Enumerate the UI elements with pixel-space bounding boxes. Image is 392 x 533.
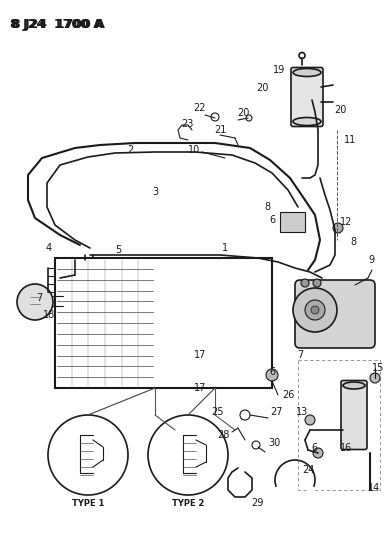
Text: 8 J24  1700 A: 8 J24 1700 A	[12, 18, 105, 31]
Text: 11: 11	[344, 135, 356, 145]
Text: 4: 4	[46, 243, 52, 253]
Text: 30: 30	[268, 438, 280, 448]
Circle shape	[305, 415, 315, 425]
Circle shape	[313, 448, 323, 458]
Text: 15: 15	[372, 363, 385, 373]
Text: 1: 1	[222, 243, 228, 253]
Text: 18: 18	[43, 310, 55, 320]
Text: 2: 2	[127, 145, 133, 155]
Text: 20: 20	[237, 108, 249, 118]
Text: 10: 10	[188, 145, 200, 155]
Text: 22: 22	[194, 103, 206, 113]
Text: 19: 19	[273, 65, 285, 75]
Circle shape	[301, 279, 309, 287]
FancyBboxPatch shape	[341, 381, 367, 449]
Text: 12: 12	[340, 217, 352, 227]
Circle shape	[17, 284, 53, 320]
Text: 6: 6	[269, 215, 275, 225]
Text: 21: 21	[214, 125, 226, 135]
Circle shape	[266, 369, 278, 381]
Circle shape	[311, 306, 319, 314]
Text: 20: 20	[334, 105, 346, 115]
Ellipse shape	[293, 69, 321, 77]
Bar	[298, 360, 380, 490]
Circle shape	[313, 279, 321, 287]
Text: 17: 17	[194, 383, 206, 393]
Circle shape	[370, 373, 380, 383]
Text: 25: 25	[212, 407, 224, 417]
Bar	[280, 212, 305, 232]
Ellipse shape	[293, 117, 321, 125]
Text: 29: 29	[251, 498, 263, 508]
FancyBboxPatch shape	[291, 68, 323, 126]
Text: 9: 9	[368, 255, 374, 265]
Text: 3: 3	[152, 187, 158, 197]
Text: TYPE 2: TYPE 2	[172, 499, 204, 508]
Circle shape	[293, 288, 337, 332]
Text: 17: 17	[194, 350, 206, 360]
Text: 5: 5	[115, 245, 121, 255]
Text: 24: 24	[302, 465, 314, 475]
Circle shape	[333, 223, 343, 233]
Text: 27: 27	[270, 407, 283, 417]
FancyBboxPatch shape	[295, 280, 375, 348]
Text: 26: 26	[282, 390, 294, 400]
Text: 7: 7	[36, 293, 42, 303]
Text: 8: 8	[264, 202, 270, 212]
Text: 20: 20	[256, 83, 268, 93]
Text: 8 J24  1700 A: 8 J24 1700 A	[10, 18, 103, 31]
Text: 6: 6	[269, 367, 275, 377]
Text: 28: 28	[218, 430, 230, 440]
Ellipse shape	[343, 382, 365, 389]
Text: 7: 7	[297, 350, 303, 360]
Text: 14: 14	[368, 483, 380, 493]
Circle shape	[305, 300, 325, 320]
Text: TYPE 1: TYPE 1	[72, 499, 104, 508]
Text: 16: 16	[340, 443, 352, 453]
Text: 13: 13	[296, 407, 308, 417]
Text: 23: 23	[181, 119, 193, 129]
Bar	[55, 258, 272, 388]
Text: 6: 6	[312, 443, 318, 453]
Text: 8: 8	[350, 237, 356, 247]
